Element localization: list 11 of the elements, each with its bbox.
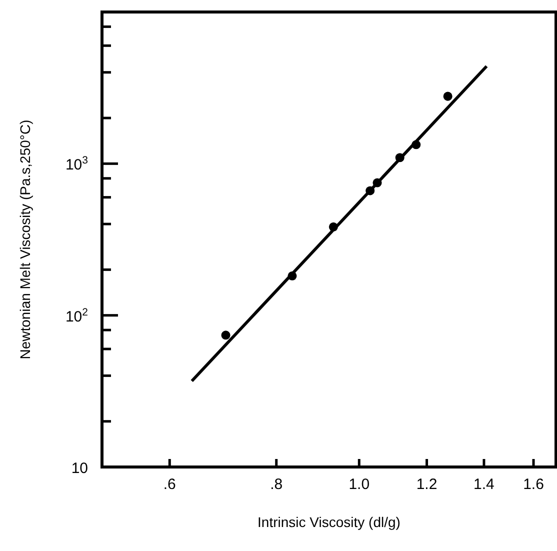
x-tick-label: .8 xyxy=(270,476,283,493)
y-tick-label: 10$^{2}$ xyxy=(65,306,88,326)
y-tick-label: 10$^{3}$ xyxy=(65,154,88,174)
x-tick-label: 1.6 xyxy=(523,476,544,493)
y-tick-label: 10 xyxy=(71,460,88,477)
x-tick-label: .6 xyxy=(163,476,176,493)
x-tick-label: 1.0 xyxy=(348,476,370,493)
x-tick-label: 1.4 xyxy=(474,476,494,493)
x-axis-title: Intrinsic Viscosity (dl/g) xyxy=(258,514,400,530)
y-axis-title: Newtonian Melt Viscosity (Pa.s,250°C) xyxy=(17,120,33,360)
x-tick-label: 1.2 xyxy=(416,476,438,493)
